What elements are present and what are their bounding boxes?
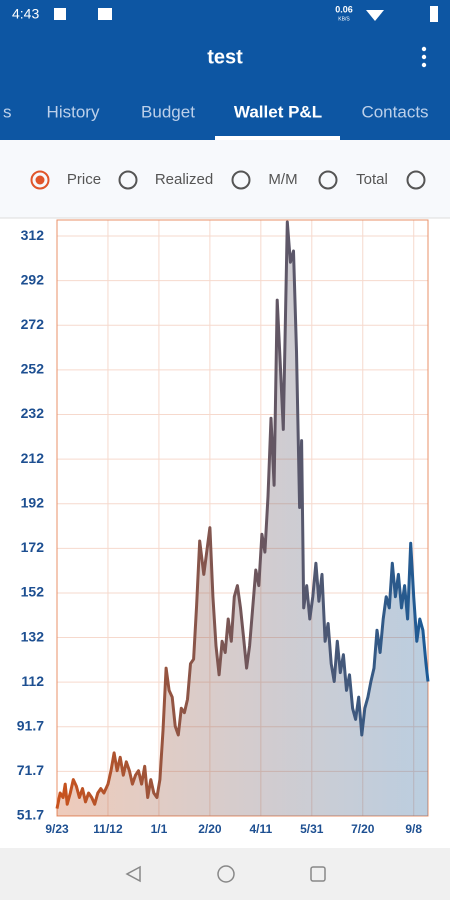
y-tick-label: 51.7 (17, 807, 44, 823)
option-label[interactable]: Price (67, 171, 101, 188)
nav-recent[interactable] (310, 866, 326, 882)
y-tick-label: 71.7 (17, 762, 44, 778)
radio-dot (35, 175, 45, 185)
option-label[interactable]: M/M (268, 171, 297, 188)
x-tick-label: 9/8 (405, 822, 422, 836)
y-tick-label: 252 (21, 361, 45, 377)
area (57, 222, 428, 816)
x-tick-label: 2/20 (198, 822, 222, 836)
tab[interactable]: Wallet P&L (234, 102, 322, 121)
x-tick-label: 1/1 (151, 822, 168, 836)
y-tick-label: 232 (21, 405, 45, 421)
status-speed: 0.06 (335, 4, 353, 14)
tab-indicator (215, 136, 340, 140)
x-tick-label: 9/23 (45, 822, 69, 836)
x-tick-label: 5/31 (300, 822, 324, 836)
radio[interactable] (406, 170, 426, 190)
radio[interactable] (118, 170, 138, 190)
y-tick-label: 292 (21, 271, 45, 287)
radio[interactable] (318, 170, 338, 190)
battery-icon (430, 6, 438, 22)
nav-bar (0, 848, 450, 900)
y-tick-label: 172 (21, 539, 45, 555)
tab[interactable]: Contacts (361, 102, 428, 121)
x-tick-label: 11/12 (93, 822, 123, 836)
y-tick-label: 212 (21, 450, 45, 466)
options-bg (0, 140, 450, 218)
option-label[interactable]: Total (356, 171, 388, 188)
y-tick-label: 91.7 (17, 717, 44, 733)
y-tick-label: 272 (21, 316, 45, 332)
tab[interactable]: History (47, 102, 100, 121)
tab[interactable]: s (3, 102, 12, 121)
nav-home[interactable] (217, 865, 235, 883)
line (55, 220, 430, 809)
option-label[interactable]: Realized (155, 171, 213, 188)
app-bar-bg (0, 0, 450, 140)
tab[interactable]: Budget (141, 102, 195, 121)
menu-button[interactable] (421, 46, 427, 68)
wifi-icon (366, 10, 384, 21)
nav-back[interactable] (125, 865, 141, 883)
status-speed-unit: KB/S (338, 16, 350, 22)
radio[interactable] (231, 170, 251, 190)
status-time: 4:43 (12, 6, 39, 22)
status-icon (98, 8, 112, 20)
y-tick-label: 192 (21, 494, 45, 510)
x-tick-label: 7/20 (351, 822, 375, 836)
y-tick-label: 112 (21, 673, 44, 689)
x-tick-label: 4/11 (249, 822, 272, 836)
y-tick-label: 132 (21, 628, 45, 644)
status-icon (54, 8, 66, 20)
y-tick-label: 152 (21, 584, 45, 600)
app-title: test (207, 46, 243, 68)
y-tick-label: 312 (21, 227, 45, 243)
radio[interactable] (30, 170, 50, 190)
